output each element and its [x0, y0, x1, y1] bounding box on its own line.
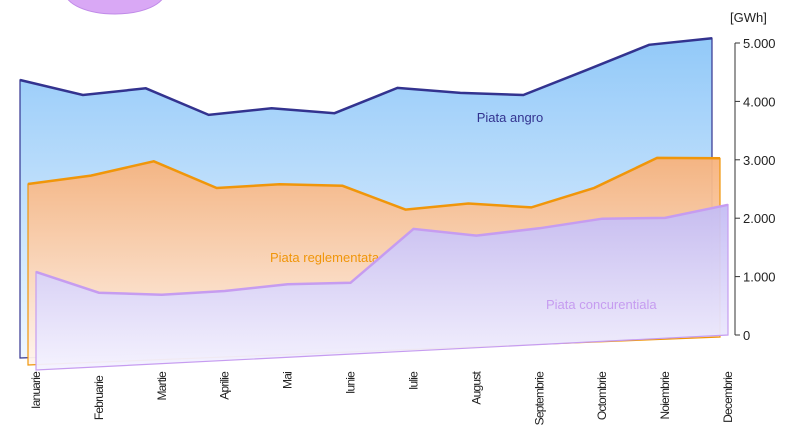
x-tick-label: Februarie — [92, 375, 106, 420]
y-tick-label: 4.000 — [743, 94, 776, 109]
y-tick-label: 2.000 — [743, 211, 776, 226]
x-tick-label: Septembrie — [532, 371, 546, 425]
area-line — [27, 156, 721, 211]
decoration — [67, 0, 163, 15]
x-tick-label: Octombrie — [595, 371, 609, 420]
x-tick-label: Iulie — [406, 371, 420, 390]
y-tick-label: 0 — [743, 328, 750, 343]
area-line — [19, 36, 713, 117]
y-tick-label: 5.000 — [743, 36, 776, 51]
x-tick-label: August — [469, 371, 483, 405]
x-tick-label: Martie — [155, 371, 169, 401]
series-label: Piata reglementata — [270, 250, 380, 265]
series-label: Piata concurentiala — [546, 297, 657, 312]
x-tick-label: Mai — [281, 372, 295, 389]
y-tick-label: 3.000 — [743, 153, 776, 168]
series-label: Piata angro — [477, 110, 544, 125]
y-axis-label: [GWh] — [730, 10, 767, 25]
x-tick-label: Iunie — [344, 371, 358, 394]
area-line — [35, 203, 729, 296]
y-tick-label: 1.000 — [743, 270, 776, 285]
x-tick-label: Noiembrie — [658, 371, 672, 420]
x-tick-label: Ianuarie — [29, 371, 43, 409]
x-tick-label: Aprilie — [218, 371, 232, 400]
x-tick-label: Decembrie — [721, 371, 735, 423]
